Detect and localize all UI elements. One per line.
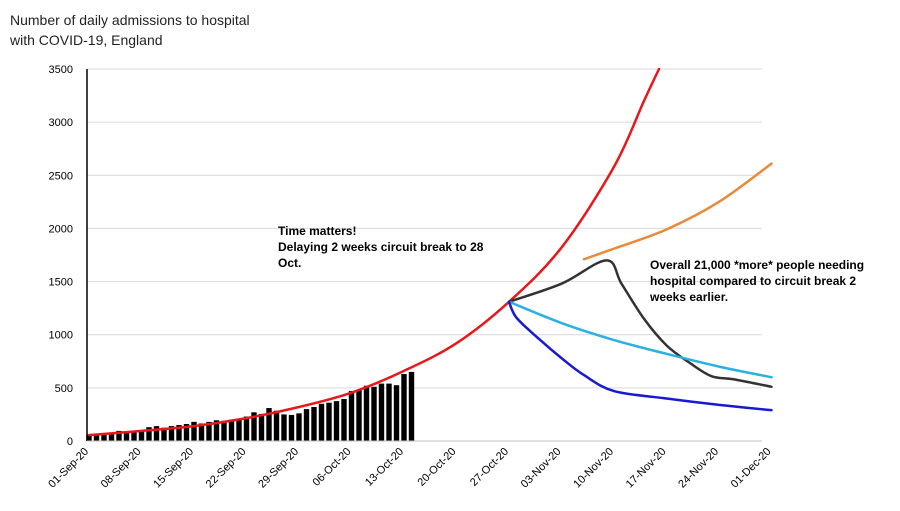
bar bbox=[116, 430, 122, 441]
series-line bbox=[507, 300, 773, 379]
x-tick-labels: 01-Sep-20 08-Sep-20 15-Sep-20 22-Sep-20 29-S… bbox=[46, 446, 773, 491]
x-tick-label: 03-Nov-20 bbox=[519, 446, 564, 491]
annotation-time-matters: Time matters! Delaying 2 weeks circuit b… bbox=[278, 223, 508, 271]
annotation-overall-line-1: Overall 21,000 *more* people needing bbox=[650, 258, 865, 272]
y-tick-label: 2000 bbox=[49, 223, 73, 235]
series-line bbox=[582, 162, 773, 261]
bar bbox=[221, 420, 227, 441]
bar bbox=[176, 425, 182, 441]
x-tick-label: 15-Sep-20 bbox=[151, 446, 196, 491]
series-line bbox=[507, 300, 773, 412]
bar bbox=[131, 432, 137, 441]
bar bbox=[363, 385, 370, 441]
bar bbox=[348, 391, 355, 441]
bar bbox=[281, 414, 287, 441]
x-tick-label: 06-Oct-20 bbox=[311, 446, 354, 489]
bar bbox=[138, 431, 145, 441]
bar bbox=[258, 413, 265, 441]
bar bbox=[326, 402, 332, 441]
projection-lines bbox=[87, 67, 773, 437]
bar bbox=[273, 410, 280, 441]
bar bbox=[228, 419, 235, 441]
y-tick-label: 1000 bbox=[49, 330, 73, 342]
bar bbox=[311, 406, 317, 441]
bar bbox=[161, 427, 167, 441]
y-tick-label: 3500 bbox=[49, 64, 73, 76]
bar bbox=[198, 423, 205, 441]
bar bbox=[93, 434, 100, 441]
bar bbox=[86, 434, 92, 441]
y-tick-labels: 0 500 1000 1500 2000 2500 3000 3500 bbox=[49, 64, 73, 448]
y-tick-label: 1500 bbox=[49, 277, 73, 289]
bar bbox=[101, 433, 107, 441]
x-tick-label: 10-Nov-20 bbox=[571, 446, 616, 491]
series-line bbox=[507, 259, 773, 389]
bar bbox=[236, 419, 242, 441]
bar bbox=[168, 426, 175, 441]
x-tick-label: 13-Oct-20 bbox=[363, 446, 406, 489]
bar bbox=[341, 399, 347, 441]
bar bbox=[386, 383, 392, 441]
bar bbox=[251, 412, 257, 441]
bar bbox=[401, 374, 407, 441]
annotation-overall: Overall 21,000 *more* people needing hos… bbox=[650, 257, 890, 305]
bar bbox=[191, 421, 197, 441]
annotation-overall-line-3: weeks earlier. bbox=[650, 290, 729, 304]
bar bbox=[296, 413, 302, 441]
bar bbox=[108, 433, 115, 441]
bar bbox=[243, 416, 250, 441]
bar bbox=[318, 403, 325, 441]
bar bbox=[303, 409, 310, 441]
x-tick-label: 22-Sep-20 bbox=[204, 446, 249, 491]
bar bbox=[183, 423, 190, 441]
bar bbox=[146, 427, 152, 441]
bar bbox=[356, 389, 362, 441]
bar bbox=[213, 420, 220, 441]
annotation-overall-line-2: hospital compared to circuit break 2 bbox=[650, 274, 857, 288]
annotation-time-line-1: Time matters! bbox=[278, 224, 357, 238]
x-tick-label: 01-Dec-20 bbox=[729, 446, 774, 491]
x-tick-label: 01-Sep-20 bbox=[46, 446, 91, 491]
y-tick-label: 0 bbox=[67, 436, 73, 448]
x-tick-label: 20-Oct-20 bbox=[416, 446, 459, 489]
bar bbox=[288, 414, 295, 441]
bar bbox=[333, 401, 340, 441]
bar bbox=[393, 385, 400, 441]
x-tick-label: 29-Sep-20 bbox=[256, 446, 301, 491]
gridlines bbox=[87, 68, 762, 389]
annotation-time-line-2: Delaying 2 weeks circuit break to 28 Oct… bbox=[278, 240, 484, 270]
y-tick-label: 2500 bbox=[49, 170, 73, 182]
x-tick-label: 17-Nov-20 bbox=[624, 446, 669, 491]
chart-title: Number of daily admissions to hospital w… bbox=[10, 12, 250, 48]
x-tick-label: 24-Nov-20 bbox=[676, 446, 721, 491]
axes bbox=[86, 69, 762, 442]
admissions-bars bbox=[86, 371, 415, 441]
bar bbox=[408, 371, 415, 441]
bar bbox=[206, 421, 212, 441]
y-tick-label: 500 bbox=[55, 383, 73, 395]
x-tick-label: 08-Sep-20 bbox=[99, 446, 144, 491]
x-tick-label: 27-Oct-20 bbox=[468, 446, 511, 489]
series-line bbox=[87, 67, 661, 437]
bar bbox=[371, 386, 377, 441]
bar bbox=[266, 408, 272, 441]
bar bbox=[378, 383, 385, 441]
y-tick-label: 3000 bbox=[49, 117, 73, 129]
bar bbox=[153, 426, 160, 441]
bar bbox=[123, 432, 130, 441]
